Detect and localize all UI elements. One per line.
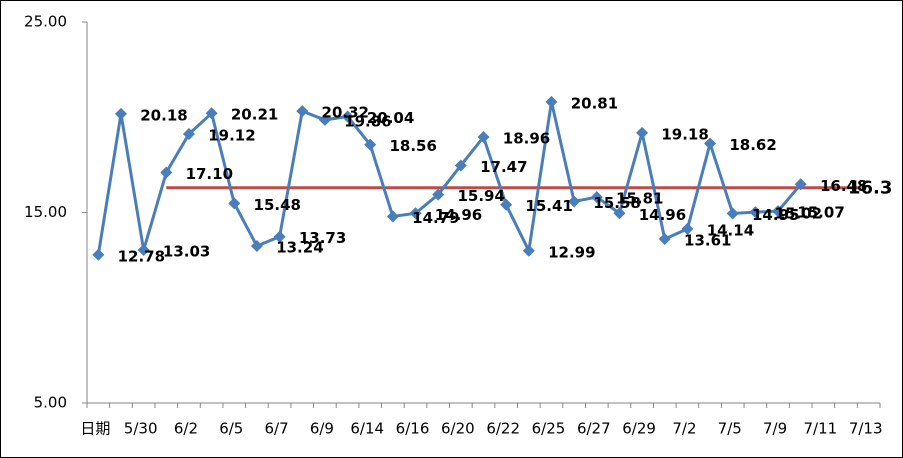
data-label: 13.03: [163, 243, 210, 261]
marker: [590, 191, 603, 204]
data-label: 17.47: [480, 158, 527, 176]
marker: [137, 244, 150, 257]
average-label: 16.3: [848, 178, 892, 199]
marker: [160, 166, 173, 179]
x-tick-label: 7/11: [804, 420, 838, 438]
x-tick-label: 6/9: [310, 420, 334, 438]
marker: [409, 207, 422, 220]
marker: [522, 244, 535, 257]
data-label: 17.10: [186, 165, 233, 183]
data-label: 13.24: [276, 239, 323, 257]
data-label: 18.62: [729, 136, 776, 154]
y-tick-label: 5.00: [34, 394, 67, 412]
marker: [341, 110, 354, 123]
marker: [545, 95, 558, 108]
marker: [568, 195, 581, 208]
data-label: 12.99: [548, 243, 595, 261]
marker: [386, 210, 399, 223]
data-label: 19.18: [661, 125, 708, 143]
data-label: 15.48: [254, 196, 301, 214]
marker: [250, 240, 263, 253]
x-tick-label: 7/13: [849, 420, 883, 438]
x-tick-label: 7/5: [718, 420, 742, 438]
x-tick-label: 5/30: [124, 420, 158, 438]
marker: [658, 232, 671, 245]
marker: [228, 197, 241, 210]
data-label: 15.07: [797, 204, 844, 222]
marker: [477, 131, 490, 144]
marker: [92, 248, 105, 261]
marker: [613, 207, 626, 220]
data-label: 20.04: [367, 109, 414, 127]
marker: [704, 137, 717, 150]
data-label: 15.94: [457, 187, 504, 205]
x-tick-label: 6/14: [350, 420, 384, 438]
data-label: 13.61: [684, 231, 731, 249]
data-label: 18.56: [389, 137, 436, 155]
data-label: 13.73: [299, 229, 346, 247]
data-label: 14.79: [412, 209, 459, 227]
data-label: 15.41: [525, 197, 572, 215]
marker: [726, 207, 739, 220]
x-tick-label: 6/2: [174, 420, 198, 438]
x-tick-label: 6/5: [219, 420, 243, 438]
data-label: 12.78: [118, 247, 165, 265]
marker: [636, 126, 649, 139]
marker: [364, 138, 377, 151]
marker: [318, 113, 331, 126]
data-label: 16.48: [820, 177, 867, 195]
marker: [794, 178, 807, 191]
x-tick-label: 6/27: [577, 420, 611, 438]
marker: [205, 107, 218, 120]
x-tick-label: 6/16: [396, 420, 430, 438]
data-label: 14.96: [639, 206, 686, 224]
marker: [432, 188, 445, 201]
data-label: 19.86: [344, 112, 391, 130]
data-label: 14.14: [707, 221, 754, 239]
data-label: 20.32: [322, 104, 369, 122]
marker: [296, 105, 309, 118]
marker: [454, 159, 467, 172]
data-label: 20.81: [571, 94, 618, 112]
data-label: 14.96: [435, 206, 482, 224]
marker: [500, 198, 513, 211]
marker: [681, 222, 694, 235]
data-label: 15.81: [616, 190, 663, 208]
x-tick-label: 6/25: [532, 420, 566, 438]
data-label: 14.95: [752, 206, 799, 224]
x-tick-label: 7/9: [763, 420, 787, 438]
x-tick-label: 6/7: [265, 420, 289, 438]
data-label: 18.96: [503, 130, 550, 148]
data-label: 20.18: [140, 106, 187, 124]
marker: [749, 206, 762, 219]
y-tick-label: 15.00: [24, 203, 67, 221]
x-tick-label: 7/2: [672, 420, 696, 438]
x-tick-label: 6/29: [622, 420, 656, 438]
marker: [114, 107, 127, 120]
marker: [772, 205, 785, 218]
data-label: 15.58: [593, 194, 640, 212]
data-label: 15.02: [775, 205, 822, 223]
x-tick-label: 日期: [80, 420, 110, 438]
y-tick-label: 25.00: [24, 13, 67, 31]
marker: [273, 230, 286, 243]
x-tick-label: 6/20: [441, 420, 475, 438]
marker: [182, 128, 195, 141]
x-tick-label: 6/22: [486, 420, 520, 438]
data-label: 20.21: [231, 106, 278, 124]
data-label: 19.12: [208, 127, 255, 145]
